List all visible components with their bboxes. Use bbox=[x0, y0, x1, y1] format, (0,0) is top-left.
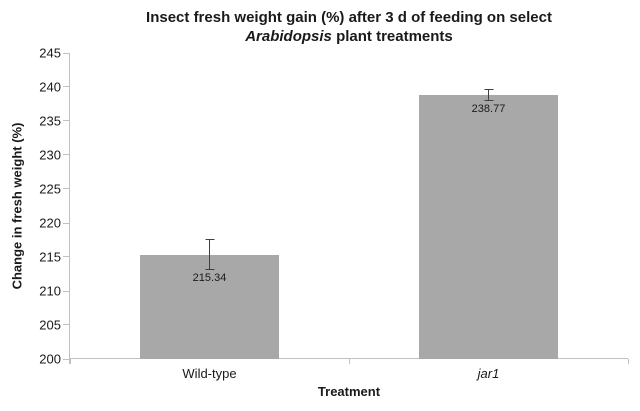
chart-title-italic-word: Arabidopsis bbox=[245, 28, 332, 45]
error-bar-top-cap bbox=[484, 89, 493, 91]
y-tick-mark bbox=[63, 120, 69, 122]
y-tick-mark bbox=[63, 256, 69, 258]
y-tick-label: 220 bbox=[39, 215, 61, 231]
plot-area: 200 205 210 215 220 225 230 235 240 245 215.34 238.… bbox=[39, 46, 629, 367]
y-tick-mark bbox=[63, 154, 69, 156]
x-tick-mark bbox=[69, 359, 71, 364]
y-tick-mark bbox=[63, 290, 69, 292]
x-axis-line bbox=[69, 358, 628, 359]
y-tick-label: 215 bbox=[39, 249, 61, 265]
chart-title-line2: Arabidopsis plant treatments bbox=[70, 27, 628, 46]
y-tick-label: 235 bbox=[39, 113, 61, 129]
error-bar bbox=[484, 89, 493, 102]
error-bar-bottom-cap bbox=[205, 269, 214, 271]
bar bbox=[418, 95, 559, 359]
y-tick-mark bbox=[63, 188, 69, 190]
x-tick-mark bbox=[348, 359, 350, 364]
y-tick-label: 240 bbox=[39, 79, 61, 95]
y-tick-label: 230 bbox=[39, 147, 61, 163]
chart-title-line1: Insect fresh weight gain (%) after 3 d o… bbox=[146, 9, 552, 26]
bar bbox=[139, 254, 280, 359]
y-tick-label: 245 bbox=[39, 45, 61, 61]
x-tick-mark bbox=[627, 359, 629, 364]
y-tick-mark bbox=[63, 222, 69, 224]
y-tick-label: 200 bbox=[39, 351, 61, 367]
error-bar-top-cap bbox=[205, 239, 214, 241]
y-axis-title: Change in fresh weight (%) bbox=[9, 122, 25, 290]
y-tick-mark bbox=[63, 324, 69, 326]
error-bar-line bbox=[209, 239, 210, 271]
y-tick-mark bbox=[63, 86, 69, 88]
y-tick-label: 225 bbox=[39, 181, 61, 197]
y-tick-label: 205 bbox=[39, 317, 61, 333]
value-label: 215.34 bbox=[192, 272, 227, 285]
y-axis-line bbox=[69, 53, 70, 364]
y-tick-mark bbox=[63, 52, 69, 54]
y-tick-mark bbox=[63, 358, 69, 360]
chart-title: Insect fresh weight gain (%) after 3 d o… bbox=[70, 8, 628, 46]
x-category-labels: Wild-type jar1 bbox=[70, 366, 628, 382]
error-bar-bottom-cap bbox=[484, 100, 493, 102]
chart-title-line2-rest: plant treatments bbox=[331, 28, 453, 45]
x-category-label: Wild-type bbox=[182, 366, 237, 381]
error-bar bbox=[205, 239, 214, 271]
x-category-label: jar1 bbox=[477, 366, 500, 381]
error-bar-line bbox=[488, 89, 489, 102]
y-tick-label: 210 bbox=[39, 283, 61, 299]
x-axis-title: Treatment bbox=[317, 384, 381, 399]
value-label: 238.77 bbox=[471, 103, 506, 116]
